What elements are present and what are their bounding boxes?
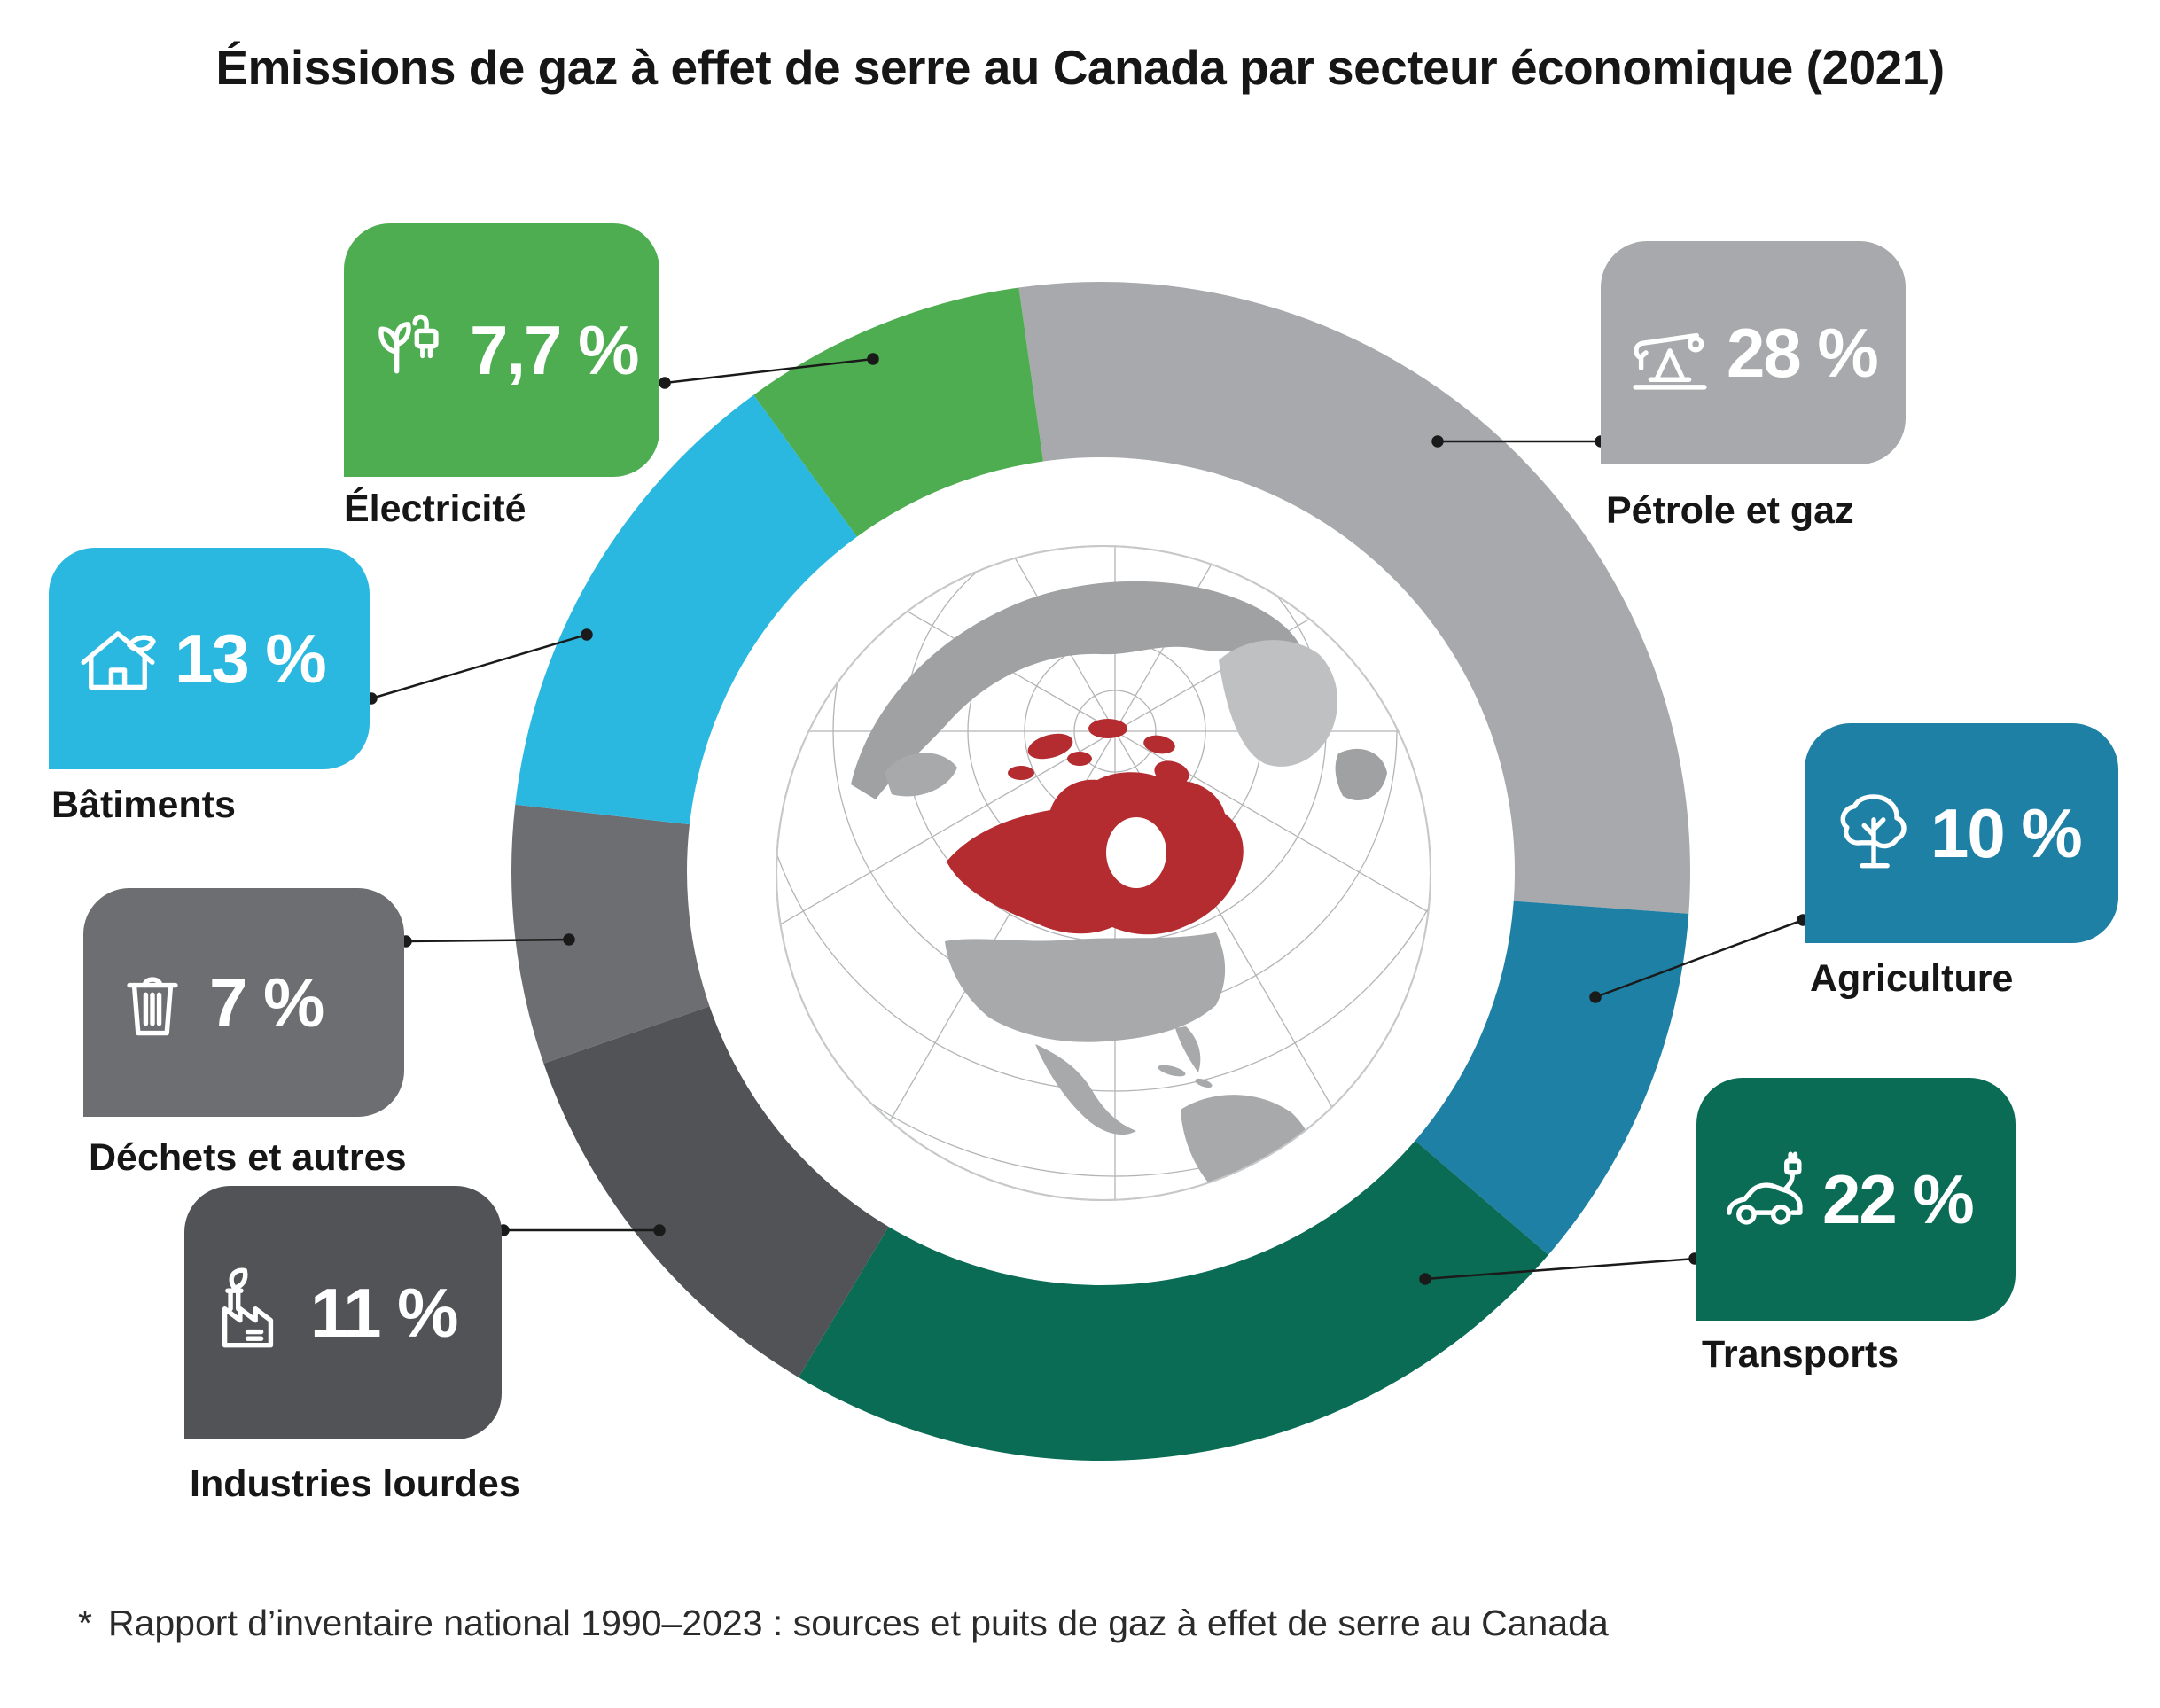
callout-label-agriculture: Agriculture [1810, 957, 2014, 1000]
usa-landmass [945, 932, 1226, 1042]
callout-label-batiments: Bâtiments [51, 784, 236, 826]
callout-card-transports: 22 % [1696, 1078, 2016, 1321]
donut-segment-batiments [515, 394, 857, 825]
europe-landmass [1335, 748, 1387, 800]
callout-card-agriculture: 10 % [1805, 723, 2118, 943]
trash-icon [105, 955, 200, 1050]
callout-value-transports: 22 % [1822, 1159, 1975, 1238]
callout-card-petrole-et-gaz: 28 % [1601, 241, 1906, 464]
donut-segment-dechets-et-autres [511, 804, 710, 1064]
callout-value-industries: 11 % [310, 1273, 458, 1352]
callout-card-batiments: 13 % [49, 548, 370, 769]
continents [851, 581, 1387, 1200]
donut-segment-electricite [753, 287, 1044, 537]
factory-leaf-icon [206, 1265, 301, 1361]
callout-label-transports: Transports [1702, 1333, 1899, 1376]
greenland-landmass [1219, 640, 1338, 767]
central-america-landmass [1035, 1044, 1136, 1135]
hudson-bay [1106, 817, 1166, 888]
footnote-marker: * [78, 1603, 92, 1643]
alaska-landmass [885, 753, 957, 797]
house-leaf-icon [70, 611, 166, 706]
caribbean-islands [1195, 1078, 1213, 1088]
callout-value-dechets: 7 % [209, 963, 324, 1041]
leader-line-electricite [659, 353, 879, 389]
eurasia-landmass [851, 581, 1303, 799]
donut-segment-transports [799, 1140, 1548, 1461]
callout-value-petrole: 28 % [1727, 313, 1879, 392]
oil-pumpjack-icon [1622, 305, 1718, 401]
donut-segment-industries-lourdes [543, 1006, 889, 1377]
tree-icon [1826, 785, 1922, 881]
footnote: * Rapport d’inventaire national 1990–2023… [78, 1603, 1609, 1644]
cuba-landmass [1158, 1065, 1186, 1077]
canada-highlight [947, 719, 1244, 935]
globe-canada-illustration [776, 545, 1431, 1201]
electric-car-icon [1718, 1151, 1813, 1247]
callout-label-electricite: Électricité [344, 487, 526, 530]
donut-segments [511, 282, 1691, 1461]
callout-label-industries: Industries lourdes [190, 1462, 520, 1505]
donut-segment-petrole-et-gaz [1018, 282, 1691, 914]
callout-card-dechets-et-autres: 7 % [83, 888, 404, 1117]
callout-value-batiments: 13 % [175, 619, 327, 698]
callout-value-electricite: 7,7 % [470, 310, 639, 389]
chart-title: Émissions de gaz à effet de serre au Can… [215, 40, 1945, 95]
leader-lines [365, 353, 1809, 1285]
callout-value-agriculture: 10 % [1930, 793, 2083, 872]
plant-plug-icon [365, 302, 461, 398]
callout-card-industries-lourdes: 11 % [184, 1186, 502, 1439]
donut-segment-agriculture [1415, 901, 1689, 1255]
callout-card-electricite: 7,7 % [344, 223, 659, 477]
callout-label-dechets: Déchets et autres [89, 1136, 407, 1179]
florida-landmass [1175, 1026, 1201, 1072]
footnote-text: Rapport d’inventaire national 1990–2023 … [107, 1603, 1609, 1643]
callout-label-petrole: Pétrole et gaz [1606, 489, 1854, 532]
